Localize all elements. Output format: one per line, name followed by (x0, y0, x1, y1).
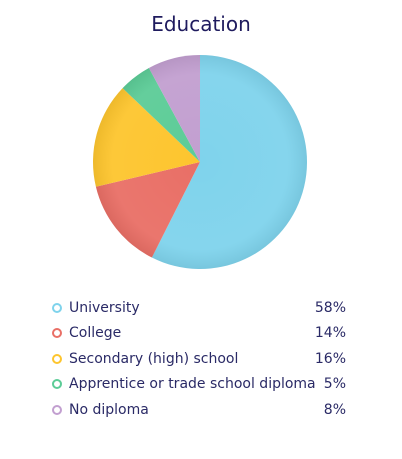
legend-label: Apprentice or trade school diploma (69, 376, 316, 393)
legend-item: College 14% (52, 321, 346, 347)
legend-value: 5% (323, 376, 346, 393)
legend-value: 14% (314, 325, 346, 342)
legend-item: No diploma 8% (52, 397, 346, 423)
legend-marker-icon (52, 328, 62, 339)
legend-marker-icon (52, 404, 62, 415)
pie-slices (93, 55, 308, 269)
legend-marker-icon (52, 353, 62, 364)
legend-value: 8% (323, 401, 346, 418)
pie-chart (93, 55, 308, 269)
chart-title: Education (151, 12, 251, 36)
legend: University 58% College 14% Secondary (high) … (52, 295, 346, 423)
legend-value: 58% (314, 299, 346, 316)
legend-value: 16% (314, 350, 346, 367)
legend-label: No diploma (69, 401, 149, 418)
legend-label: University (69, 299, 140, 316)
legend-label: Secondary (high) school (69, 350, 239, 367)
legend-label: College (69, 325, 122, 342)
legend-item: Secondary (high) school 16% (52, 346, 346, 372)
legend-item: University 58% (52, 295, 346, 321)
legend-item: Apprentice or trade school diploma 5% (52, 372, 346, 398)
legend-marker-icon (52, 379, 62, 390)
legend-marker-icon (52, 302, 62, 313)
